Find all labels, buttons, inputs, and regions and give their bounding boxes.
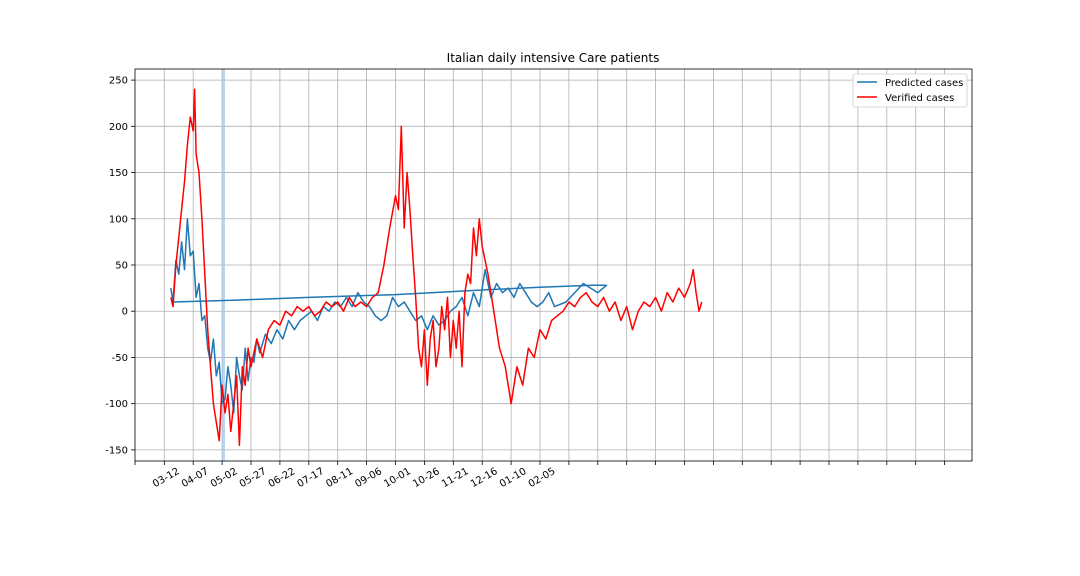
series-line-predicted (170, 218, 608, 414)
x-tick-label: 11-21 (440, 466, 471, 490)
x-tick-label: 07-17 (296, 466, 327, 490)
y-tick-label: 250 (109, 76, 128, 87)
legend: Predicted cases Verified cases (852, 73, 968, 108)
x-tick-label: 10-26 (411, 466, 442, 490)
y-axis: -150 -100 -50 0 50 100 150 200 250 (105, 76, 135, 456)
legend-box (852, 73, 968, 108)
x-tick-label: 06-22 (267, 466, 298, 490)
y-tick-label: 0 (122, 307, 128, 318)
legend-label-predicted: Predicted cases (885, 78, 963, 89)
y-tick-label: 200 (109, 122, 128, 133)
x-tick-label: 12-16 (469, 466, 500, 490)
highlight-band (222, 69, 225, 461)
x-tick-label: 08-11 (324, 466, 355, 490)
y-tick-label: -50 (112, 353, 128, 364)
x-tick-label: 02-05 (527, 466, 558, 490)
x-tick-label: 05-27 (238, 466, 269, 490)
y-tick-label: 50 (115, 261, 128, 272)
x-tick-label: 01-10 (498, 466, 529, 490)
x-axis: 03-1204-0705-0205-2706-2207-1708-1109-06… (134, 461, 945, 490)
y-tick-label: 150 (109, 168, 128, 179)
y-tick-label: 100 (109, 214, 128, 225)
x-tick-label: 04-07 (180, 466, 211, 490)
series-layer (170, 88, 703, 447)
x-tick-label: 09-06 (353, 466, 384, 490)
y-tick-label: -100 (105, 399, 128, 410)
x-tick-label: 03-12 (151, 466, 182, 490)
x-tick-label: 05-02 (209, 466, 240, 490)
x-tick-label: 10-01 (382, 466, 413, 490)
chart-title: Italian daily intensive Care patients (447, 51, 660, 65)
highlight-band-layer (222, 69, 225, 461)
legend-label-verified: Verified cases (885, 93, 954, 104)
series-line-verified (170, 88, 703, 447)
y-tick-label: -150 (105, 445, 128, 456)
